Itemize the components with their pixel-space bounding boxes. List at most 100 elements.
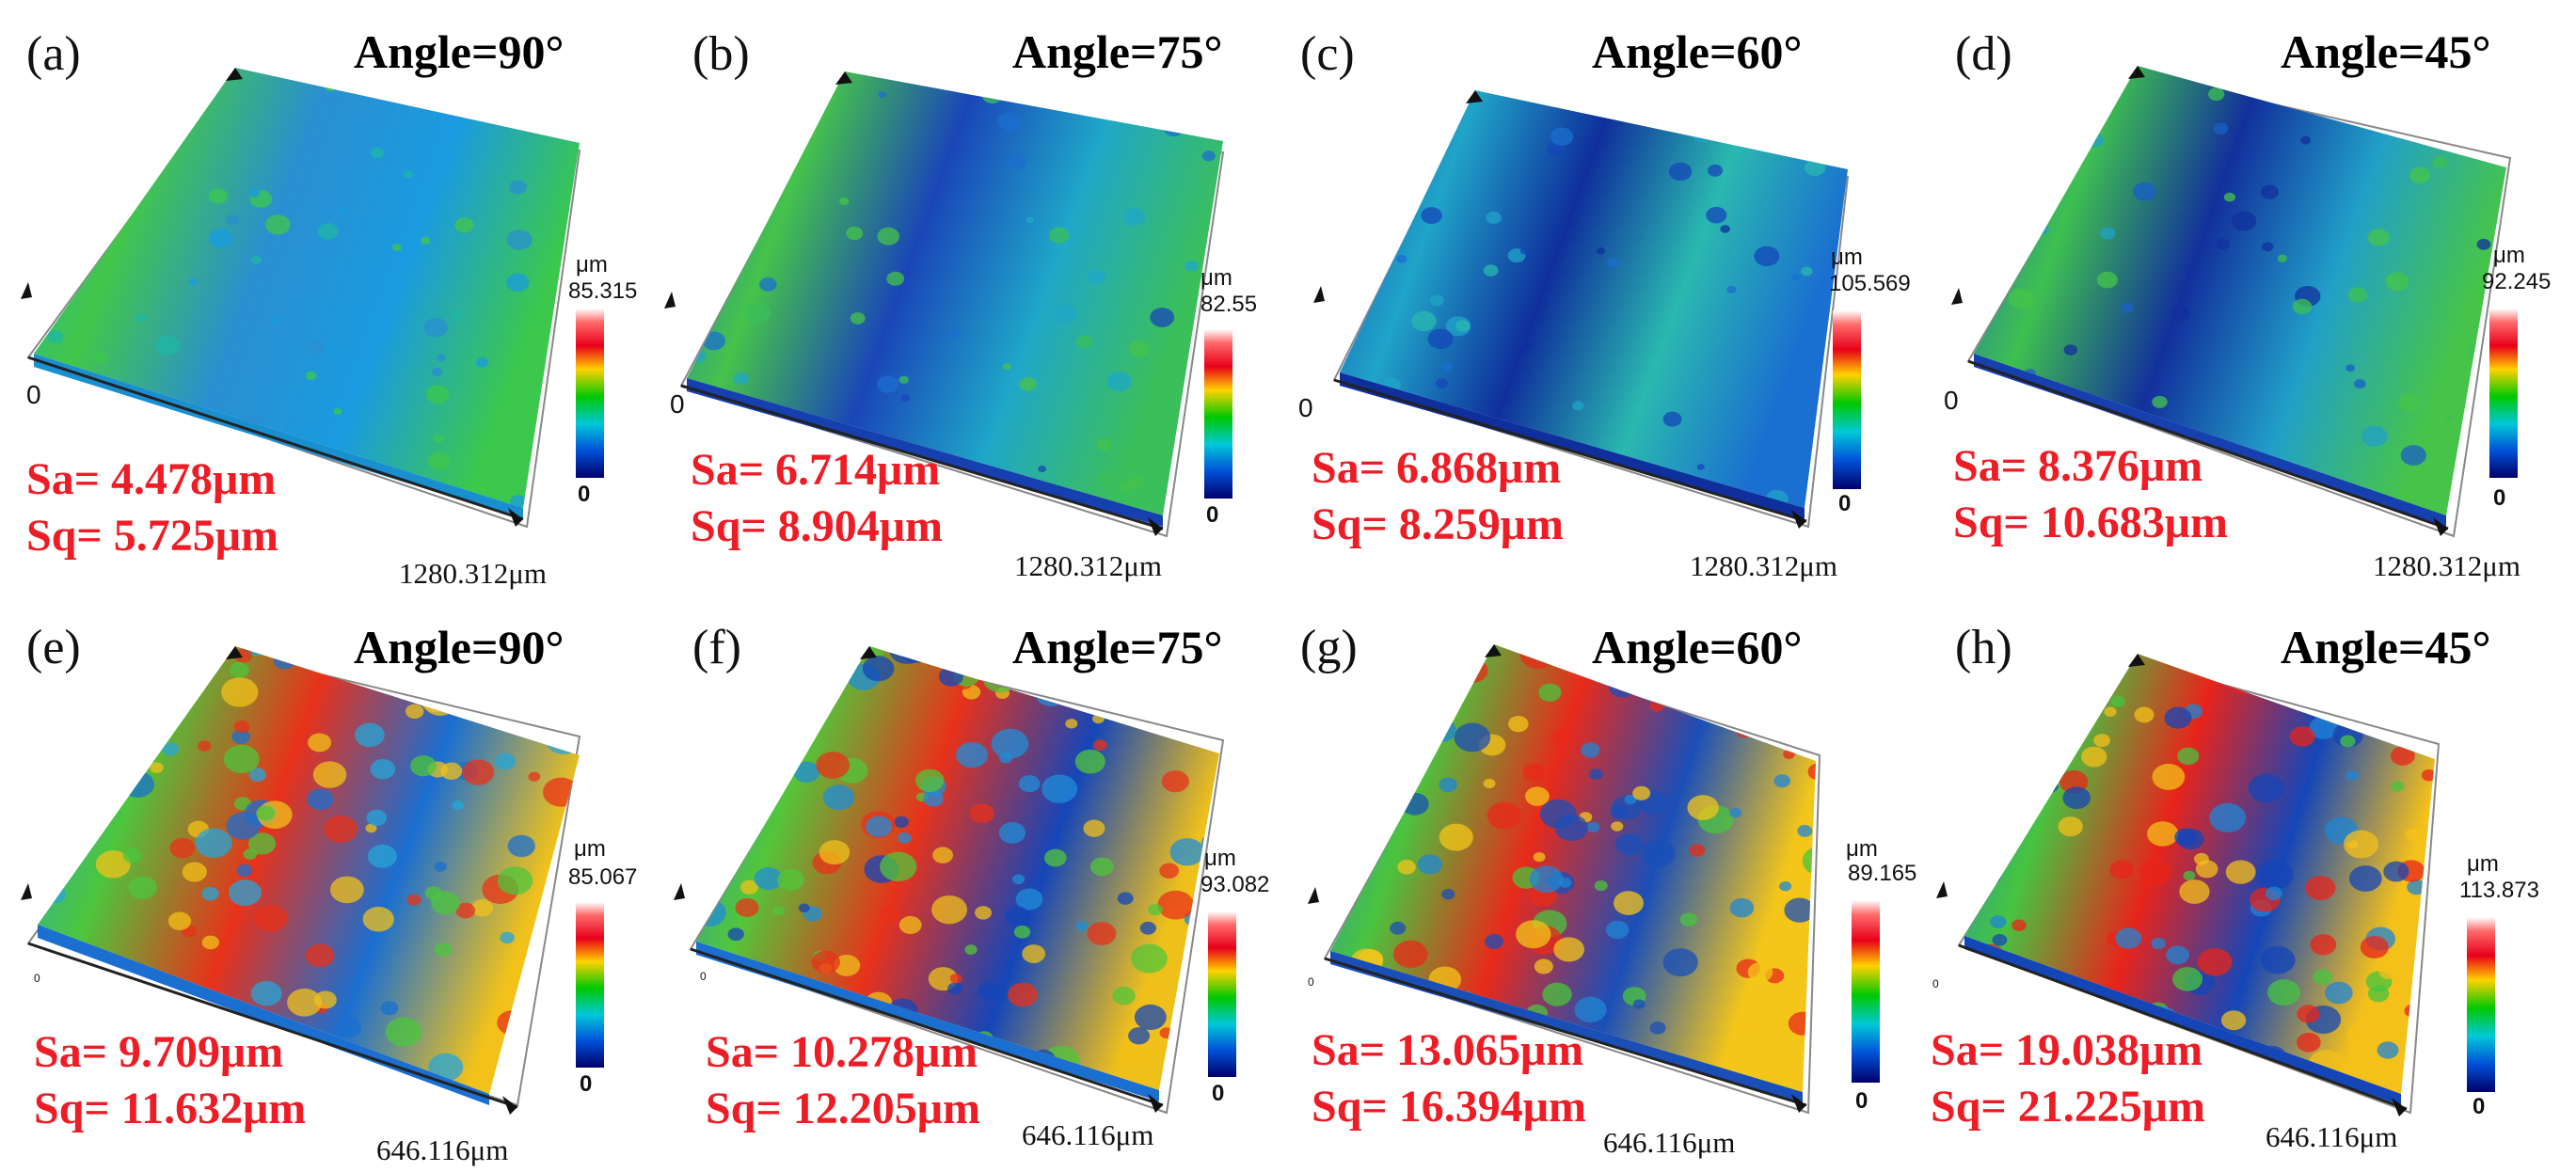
surface-e <box>38 646 580 1094</box>
origin-label: 0 <box>26 380 41 409</box>
colorbar <box>2467 917 2495 1092</box>
colorbar-min: 0 <box>580 1071 593 1097</box>
sa-value: Sa= 19.038μm <box>1931 1025 2203 1075</box>
origin-label: 0 <box>1944 386 1959 415</box>
sa-value: Sa= 9.709μm <box>34 1027 284 1077</box>
origin-label: 0 <box>34 972 40 985</box>
dimension-label: 646.116μm <box>1022 1118 1154 1151</box>
colorbar-min: 0 <box>578 482 591 507</box>
colorbar-unit: μm <box>1204 846 1236 871</box>
panel-g: (g) Angle=60° 0 μm 89.165 0 Sa= 13.065μm… <box>1287 586 1931 1172</box>
angle-title: Angle=90° <box>354 25 564 78</box>
sq-value: Sq= 21.225μm <box>1931 1082 2205 1132</box>
dimension-label: 1280.312μm <box>2373 549 2520 582</box>
origin-label: 0 <box>1308 975 1314 989</box>
sa-value: Sa= 8.376μm <box>1953 441 2203 491</box>
colorbar <box>576 902 604 1068</box>
origin-label: 0 <box>1932 977 1939 990</box>
panel-h: (h) Angle=45° 0 μm 113.873 0 Sa= 19.038μ… <box>1931 586 2574 1172</box>
panel-label: (g) <box>1300 621 1358 674</box>
angle-title: Angle=60° <box>1592 621 1803 673</box>
surface-plot-g <box>1308 644 1821 1115</box>
colorbar-unit: μm <box>1831 245 1863 270</box>
surface-plot-d <box>1951 66 2512 538</box>
surface-b <box>687 71 1223 515</box>
colorbar-unit: μm <box>574 836 606 862</box>
sq-value: Sq= 10.683μm <box>1953 498 2228 547</box>
sq-value: Sq= 16.394μm <box>1312 1082 1586 1132</box>
colorbar-max: 93.082 <box>1201 872 1270 897</box>
colorbar-max: 113.873 <box>2459 878 2539 903</box>
dimension-label: 1280.312μm <box>1014 549 1162 582</box>
colorbar-max: 85.067 <box>568 864 638 890</box>
angle-title: Angle=75° <box>1012 621 1223 673</box>
colorbar-unit: μm <box>2467 851 2499 877</box>
colorbar-min: 0 <box>1838 491 1852 516</box>
surface-c <box>1340 90 1848 508</box>
angle-title: Angle=75° <box>1012 25 1223 78</box>
colorbar-max: 92.245 <box>2482 269 2552 294</box>
sa-value: Sa= 6.714μm <box>691 445 941 495</box>
colorbar-min: 0 <box>1206 502 1219 528</box>
surface-d <box>1974 66 2506 515</box>
surface-plot-b <box>664 71 1225 538</box>
sa-value: Sa= 6.868μm <box>1312 443 1562 493</box>
dimension-label: 1280.312μm <box>1690 549 1837 582</box>
panel-label: (d) <box>1955 27 2012 81</box>
colorbar <box>1204 329 1232 499</box>
panel-b: (b) Angle=75° 0 μm 82.55 0 Sa= 6.714μm S… <box>644 0 1287 586</box>
colorbar-unit: μm <box>576 252 608 277</box>
panel-c: (c) Angle=60° 0 μm 105.569 0 Sa= 6.868μm… <box>1287 0 1931 586</box>
surface-plot-f <box>674 646 1225 1115</box>
dimension-label: 646.116μm <box>2266 1120 2398 1153</box>
colorbar <box>576 309 604 478</box>
colorbar-max: 89.165 <box>1848 861 1917 886</box>
sq-value: Sq= 8.259μm <box>1312 499 1564 549</box>
angle-title: Angle=60° <box>1592 25 1803 78</box>
colorbar-min: 0 <box>1855 1088 1868 1114</box>
angle-title: Angle=45° <box>2281 621 2491 673</box>
surface-plot-a <box>21 68 581 529</box>
sq-value: Sq= 11.632μm <box>34 1084 307 1133</box>
colorbar <box>2489 309 2518 478</box>
panel-label: (h) <box>1955 621 2012 674</box>
surface-plot-c <box>1313 90 1850 529</box>
colorbar-unit: μm <box>2493 243 2525 268</box>
sa-value: Sa= 4.478μm <box>26 454 277 504</box>
colorbar <box>1208 911 1236 1077</box>
dimension-label: 1280.312μm <box>399 557 547 590</box>
panel-label: (f) <box>692 621 741 674</box>
colorbar-min: 0 <box>2493 485 2506 511</box>
sa-value: Sa= 13.065μm <box>1312 1025 1584 1075</box>
origin-label: 0 <box>1298 393 1313 422</box>
colorbar-unit: μm <box>1201 265 1232 291</box>
angle-title: Angle=90° <box>354 621 564 673</box>
colorbar <box>1852 900 1880 1083</box>
panel-label: (c) <box>1300 27 1355 81</box>
colorbar-unit: μm <box>1846 836 1878 862</box>
origin-label: 0 <box>700 970 707 983</box>
colorbar-max: 82.55 <box>1201 292 1258 317</box>
origin-label: 0 <box>670 389 685 419</box>
colorbar-max: 85.315 <box>568 278 638 304</box>
colorbar-min: 0 <box>1212 1081 1225 1106</box>
angle-title: Angle=45° <box>2281 25 2491 78</box>
sq-value: Sq= 8.904μm <box>691 501 943 551</box>
surface-plot-e <box>21 646 581 1115</box>
panel-label: (b) <box>692 27 750 81</box>
panel-label: (e) <box>26 621 81 674</box>
sq-value: Sq= 12.205μm <box>706 1084 980 1133</box>
colorbar-max: 105.569 <box>1829 271 1911 296</box>
panel-label: (a) <box>26 27 81 81</box>
surface-plot-h <box>1936 654 2441 1117</box>
panel-f: (f) Angle=75° 0 μm 93.082 0 Sa= 10.278μm… <box>644 586 1287 1172</box>
panel-a: (a) Angle=90° 0 μm 85.315 0 Sa= 4.478μm … <box>0 0 644 590</box>
panel-d: (d) Angle=45° 0 μm 92.245 0 Sa= 8.376μm … <box>1931 0 2574 586</box>
dimension-label: 646.116μm <box>376 1133 509 1166</box>
colorbar <box>1833 310 1861 489</box>
panel-e: (e) Angle=90° 0 μm 85.067 0 Sa= 9.709μm … <box>0 586 644 1172</box>
sa-value: Sa= 10.278μm <box>706 1027 978 1077</box>
dimension-label: 646.116μm <box>1603 1126 1736 1159</box>
sq-value: Sq= 5.725μm <box>26 511 278 561</box>
colorbar-min: 0 <box>2473 1094 2486 1119</box>
